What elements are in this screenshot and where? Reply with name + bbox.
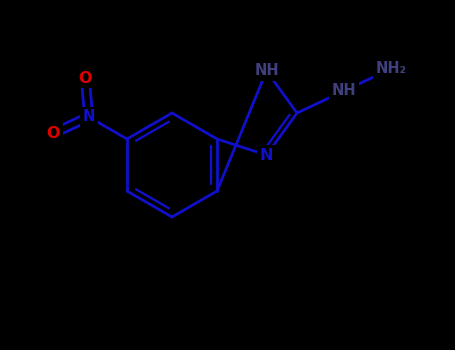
Text: NH₂: NH₂: [376, 61, 407, 76]
Text: N: N: [82, 110, 95, 124]
Text: O: O: [79, 71, 92, 85]
Text: NH: NH: [254, 63, 279, 78]
Text: N: N: [260, 148, 273, 162]
Text: O: O: [46, 126, 60, 141]
Text: NH: NH: [332, 83, 356, 98]
